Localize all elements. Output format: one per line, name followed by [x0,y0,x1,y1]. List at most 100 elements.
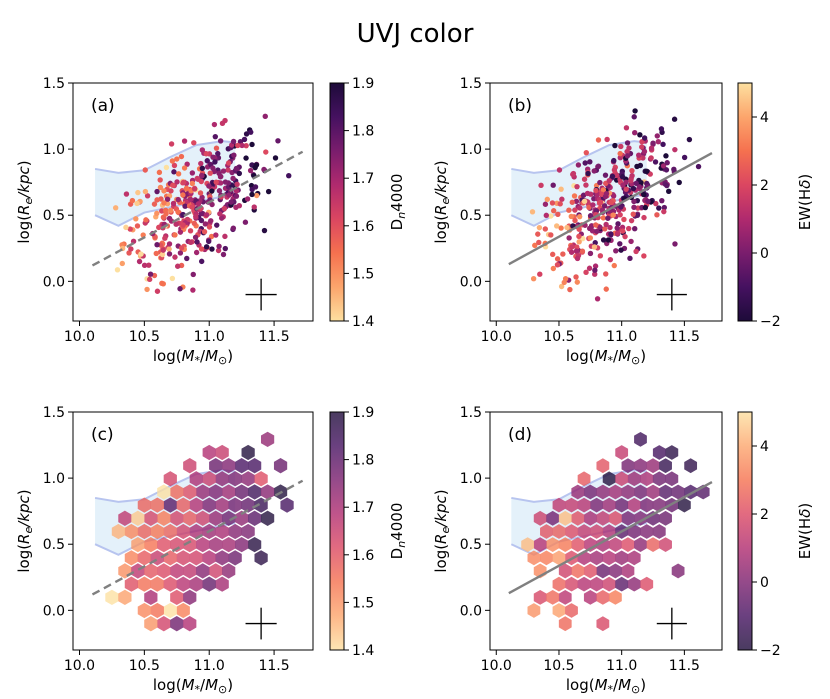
hex-bin [222,563,236,579]
hex-bin [222,510,236,526]
data-point [618,247,624,253]
hex-bin [602,497,616,513]
hex-bin [157,510,171,526]
hex-bin [596,563,610,579]
data-point [664,182,670,189]
hex-bin [621,458,635,474]
plot-area [508,431,713,632]
data-point [566,235,572,241]
data-point [624,148,630,155]
hex-bin [183,458,197,474]
data-point [230,225,237,231]
data-point [613,248,619,254]
y-label-part: R [432,205,450,215]
data-point [203,244,210,250]
data-point [582,160,588,166]
data-point [571,193,578,199]
hex-bin [590,550,603,566]
data-point [574,183,580,190]
data-point [178,153,185,160]
hex-bin [209,484,223,500]
data-point [592,271,598,277]
data-point [663,153,669,159]
data-point [171,162,178,169]
hex-bin [235,510,249,526]
data-point [623,125,630,131]
data-point [619,174,626,180]
hex-bin [615,445,629,460]
data-point [628,177,634,184]
hex-bin [665,445,679,460]
data-point [174,263,181,269]
data-point [574,255,581,262]
data-point [177,229,184,235]
colorbar-tick-label: 1.8 [352,124,374,140]
data-point [591,244,598,250]
data-point [222,179,229,185]
data-point [594,296,601,302]
hex-bin [615,576,629,592]
hex-bin [176,497,190,513]
hex-bin [215,444,229,461]
colorbar-tick-label: 4 [760,439,769,455]
hex-bin [540,550,553,566]
colorbar-label-part: ) [796,174,814,180]
hex-bin [552,497,566,513]
data-point [144,193,151,199]
data-point [550,265,557,272]
x-axis-label: log(M*/M⊙) [566,347,646,367]
panel-c: (c) 10.0 10.5 11.0 11.5 0.0 0.5 1.0 1.5 log(M*/M⊙… [15,405,408,696]
y-label-part: R [15,534,33,544]
data-point [164,196,171,202]
hex-bin [150,602,164,619]
data-point [637,132,643,138]
x-label-part: M [182,347,195,365]
data-point [174,156,180,162]
y-tick-label: 1.5 [43,405,65,421]
hex-bin [137,576,151,592]
hex-bin [144,563,158,579]
data-point [610,193,617,199]
data-point [172,254,178,260]
data-point [236,170,243,177]
x-tick-label: 10.0 [64,658,95,674]
data-point [199,165,206,171]
x-tick-label: 11.5 [258,658,289,674]
hex-bin [202,550,216,566]
data-point [204,158,210,164]
data-point [244,196,251,202]
data-point [191,140,197,146]
x-tick-label: 11.0 [606,329,637,345]
y-axis-label: log(Re/kpc) [15,160,35,243]
data-point [600,237,607,243]
data-point [538,182,544,189]
hex-bin [163,523,177,540]
panel-label: (c) [91,425,114,445]
data-point [580,192,587,198]
data-point [554,262,561,268]
data-point [235,142,241,149]
axes-frame [72,82,314,322]
data-point [631,114,637,120]
data-point [671,166,677,173]
data-point [242,219,249,225]
data-point [154,242,160,248]
data-point [217,211,223,217]
panel-label: (d) [508,425,532,445]
data-point [659,197,665,204]
data-point [642,204,649,211]
colorbar-label-part: 4000 [388,503,406,541]
data-point [220,168,227,174]
data-point [554,223,560,229]
y-tick-label: 1.0 [460,142,482,158]
hex-bin [577,497,591,513]
data-point [597,179,603,186]
x-tick-label: 10.0 [481,329,512,345]
colorbar-tick-label: 1.4 [352,643,374,659]
hex-bin [621,484,635,500]
data-point [586,225,593,232]
hex-bin [615,471,629,487]
data-point [175,209,181,215]
data-point [241,136,248,143]
hex-bin [209,458,223,474]
